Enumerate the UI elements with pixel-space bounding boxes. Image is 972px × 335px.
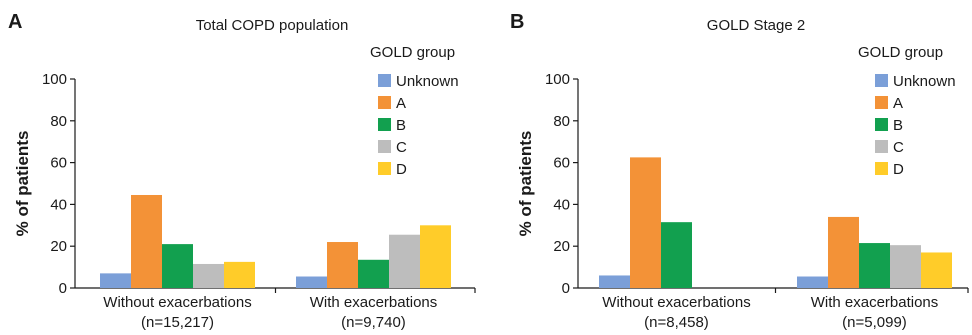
legend-label: A — [396, 95, 406, 112]
bar-c-with-exacerbations — [890, 245, 921, 288]
x-category-label: With exacerbations — [811, 294, 939, 311]
x-category-sublabel: (n=8,458) — [644, 314, 709, 331]
x-category-sublabel: (n=5,099) — [842, 314, 907, 331]
legend-label: D — [893, 161, 904, 178]
bar-a-without-exacerbations — [630, 157, 661, 288]
panel-letter: B — [510, 11, 524, 33]
bar-c-without-exacerbations — [193, 263, 224, 288]
y-tick-label: 60 — [50, 155, 67, 172]
chart-panel-a: A Total COPD population 0 20 40 60 80 100 % of p… — [8, 11, 476, 331]
y-tick-label: 60 — [553, 155, 570, 172]
legend-swatch — [875, 140, 888, 153]
x-category-label: Without exacerbations — [602, 294, 750, 311]
bar-c-with-exacerbations — [389, 234, 420, 288]
chart-panel-b: B GOLD Stage 2 0 20 40 60 80 100 % of patients Wi… — [510, 11, 969, 331]
x-category-label: Without exacerbations — [103, 294, 251, 311]
legend-label: C — [893, 139, 904, 156]
legend-swatch — [875, 118, 888, 131]
bar-d-without-exacerbations — [224, 261, 255, 288]
legend-label: B — [893, 117, 903, 134]
y-tick-label: 20 — [553, 238, 570, 255]
y-axis-label: % of patients — [516, 131, 535, 237]
bar-a-without-exacerbations — [131, 194, 162, 288]
bar-b-without-exacerbations — [162, 244, 193, 288]
legend-label: Unknown — [396, 73, 459, 90]
bar-unknown-with-exacerbations — [797, 276, 828, 288]
bar-unknown-without-exacerbations — [599, 275, 630, 288]
x-category-sublabel: (n=9,740) — [341, 314, 406, 331]
legend-title: GOLD group — [370, 44, 455, 61]
legend-swatch — [378, 118, 391, 131]
legend-swatch — [875, 96, 888, 109]
y-tick-label: 40 — [553, 196, 570, 213]
y-tick-label: 100 — [545, 71, 570, 88]
y-tick-label: 100 — [42, 71, 67, 88]
bar-d-with-exacerbations — [921, 252, 952, 288]
y-axis-label: % of patients — [13, 131, 32, 237]
legend-swatch — [378, 74, 391, 87]
bar-a-with-exacerbations — [327, 242, 358, 288]
y-tick-label: 80 — [553, 113, 570, 130]
legend-label: Unknown — [893, 73, 956, 90]
chart-title: Total COPD population — [196, 17, 349, 34]
bar-unknown-without-exacerbations — [100, 273, 131, 288]
bar-b-without-exacerbations — [661, 222, 692, 288]
legend-swatch — [378, 162, 391, 175]
legend-label: A — [893, 95, 903, 112]
y-tick-label: 80 — [50, 113, 67, 130]
bar-b-with-exacerbations — [358, 259, 389, 288]
legend-label: B — [396, 117, 406, 134]
y-tick-label: 40 — [50, 196, 67, 213]
x-category-label: With exacerbations — [310, 294, 438, 311]
bar-b-with-exacerbations — [859, 243, 890, 288]
bar-d-with-exacerbations — [420, 225, 451, 288]
panel-letter: A — [8, 11, 22, 33]
legend-swatch — [378, 140, 391, 153]
bar-a-with-exacerbations — [828, 216, 859, 288]
chart-title: GOLD Stage 2 — [707, 17, 805, 34]
legend-swatch — [875, 74, 888, 87]
y-tick-label: 20 — [50, 238, 67, 255]
x-category-sublabel: (n=15,217) — [141, 314, 214, 331]
legend-label: C — [396, 139, 407, 156]
legend-title: GOLD group — [858, 44, 943, 61]
y-tick-label: 0 — [59, 280, 67, 297]
bar-unknown-with-exacerbations — [296, 276, 327, 288]
legend-label: D — [396, 161, 407, 178]
y-tick-label: 0 — [562, 280, 570, 297]
legend-swatch — [875, 162, 888, 175]
legend-swatch — [378, 96, 391, 109]
